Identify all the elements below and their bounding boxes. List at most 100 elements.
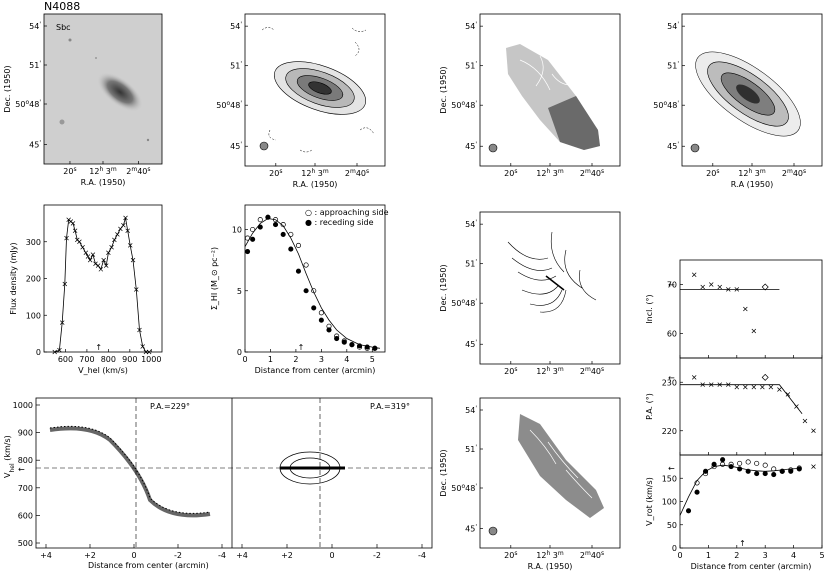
- arrow-marker-icon: ↑: [95, 343, 102, 352]
- x-tick-label: 4: [344, 355, 349, 364]
- dec-tick-label: 50o48': [451, 100, 477, 111]
- receding-point: [250, 236, 256, 242]
- ra-axis-label: R.A. (1950): [528, 562, 573, 571]
- y-tick-label: 50: [667, 521, 677, 530]
- ra-tick-label: 20s: [504, 366, 517, 377]
- arrow-marker-icon: ←: [668, 281, 675, 290]
- approaching-point: [250, 226, 256, 233]
- spectrum-point: [98, 267, 104, 272]
- y-tick-label: 70: [667, 281, 677, 290]
- approaching-point: [303, 262, 309, 268]
- receding-point: [272, 222, 279, 228]
- contour-level-4: [308, 81, 332, 95]
- dec-tick-label: 54': [230, 21, 242, 32]
- spectrum-point: [109, 245, 114, 250]
- rotation-receding-point: [754, 471, 760, 477]
- pv-frame: [35, 397, 433, 549]
- spectrum-point: [95, 263, 101, 268]
- position-angle-point: [691, 375, 697, 380]
- model-velocity-panel: [479, 211, 621, 365]
- dec-tick-label: 54': [29, 21, 41, 32]
- pv-emission-left: [49, 426, 211, 518]
- ra-tick-label: 2m40s: [126, 166, 150, 177]
- pv-x-tick-label: -4: [218, 551, 226, 560]
- rotation-approaching-point: [745, 459, 751, 465]
- position-angle-point: [743, 384, 748, 390]
- inclination-point: [691, 272, 697, 277]
- plot-frame: [679, 357, 823, 456]
- y-axis-label: P.A. (°): [645, 393, 654, 420]
- ra-tick-label: 12h 3m: [536, 366, 564, 377]
- receding-point: [280, 231, 286, 237]
- dec-tick-label: 51': [29, 60, 41, 71]
- field-star: [95, 57, 97, 59]
- velocity-field-receding: [548, 96, 600, 150]
- rotation-receding-point: [694, 489, 700, 495]
- spectrum-point: [137, 327, 142, 333]
- pv-x-tick-label: -2: [174, 551, 182, 560]
- x-tick-label: 3: [763, 551, 768, 560]
- x-axis-label: V_hel (km/s): [78, 366, 128, 375]
- rotation-receding-point: [685, 508, 692, 514]
- pv-background: [36, 398, 432, 548]
- pv-right-label: P.A.=319°: [370, 402, 410, 411]
- hi-contour-panel: [244, 13, 386, 167]
- pv-diagram-panel: P.A.=229° P.A.=319° Distance from center…: [3, 397, 433, 570]
- sky-axes: 20s 12h 3m 2m40s 54' 51' 50o48' 45' Dec. (1950): [439, 219, 604, 376]
- spectrum-point: [140, 344, 145, 349]
- ra-axis-label: R.A. (1950): [81, 178, 126, 187]
- pv-x-tick-label: +4: [40, 551, 52, 560]
- spectrum-point: [62, 281, 68, 287]
- dec-tick-label: 51': [667, 60, 679, 71]
- pv-x-tick-label: +4: [236, 551, 248, 560]
- dec-tick-label: 51': [230, 60, 242, 71]
- dec-tick-label: 50o48': [451, 298, 477, 309]
- sky-axes: 20s 12h 3m 2m40s R.A. (1950) 54' 51' 50o48' 45'…: [439, 405, 604, 572]
- rotation-approaching-point: [737, 460, 743, 466]
- spectrum-point: [72, 228, 78, 233]
- ra-tick-label: 20s: [269, 168, 282, 179]
- intensity-map-panel: [681, 13, 823, 167]
- sky-axes: 20s 12h 3m 2m40s 54' 51' 50o48' 45' Dec. (1950): [439, 21, 604, 178]
- diamond-marker: [761, 373, 769, 381]
- rotation-receding-point: [720, 457, 726, 463]
- spectrum-point: [146, 349, 152, 355]
- residual-contours: [529, 429, 593, 499]
- dec-tick-label: 50o48': [451, 483, 477, 494]
- x-tick-label: 0: [677, 551, 682, 560]
- galaxy-name: N4088: [44, 0, 80, 13]
- dec-axis-label: Dec. (1950): [439, 449, 448, 496]
- spectrum-point: [118, 226, 123, 232]
- x-tick-label: 600: [58, 355, 73, 364]
- spectrum-point: [134, 287, 139, 292]
- field-star: [146, 138, 150, 142]
- approaching-point: [280, 222, 286, 228]
- ra-tick-label: 2m40s: [580, 550, 604, 561]
- field-star: [68, 38, 72, 42]
- spectrum-point: [64, 235, 69, 241]
- ra-tick-label: 2m40s: [580, 168, 604, 179]
- y-axis-label: V_rot (km/s): [645, 477, 654, 526]
- systemic-arrow-icon: ←: [18, 465, 25, 474]
- x-tick-label: 700: [79, 355, 94, 364]
- y-tick-label: 0: [36, 348, 41, 357]
- optical-image-panel: N4088 Sbc: [43, 0, 163, 165]
- x-tick-label: 5: [370, 355, 375, 364]
- position-angle-point: [802, 418, 808, 424]
- spectrum-point: [85, 254, 91, 259]
- dec-tick-label: 54': [465, 21, 477, 32]
- inclination-point: [751, 328, 757, 334]
- dec-tick-label: 45': [465, 339, 477, 350]
- ra-tick-label: 20s: [63, 166, 76, 177]
- position-angle-point: [768, 384, 774, 390]
- spectrum-line: [54, 217, 150, 353]
- dec-tick-label: 50o48': [653, 100, 679, 111]
- rotation-mean-point: [811, 464, 816, 469]
- y-axis-label: Incl. (°): [645, 294, 654, 323]
- dec-tick-label: 45': [230, 141, 242, 152]
- receding-point: [349, 342, 355, 348]
- sky-axes: 20s 12h 3m 2m40s R.A. (1950) 54' 51' 50o48' 45': [216, 21, 369, 189]
- residual-map-fill: [518, 414, 604, 518]
- ra-tick-label: 2m40s: [580, 366, 604, 377]
